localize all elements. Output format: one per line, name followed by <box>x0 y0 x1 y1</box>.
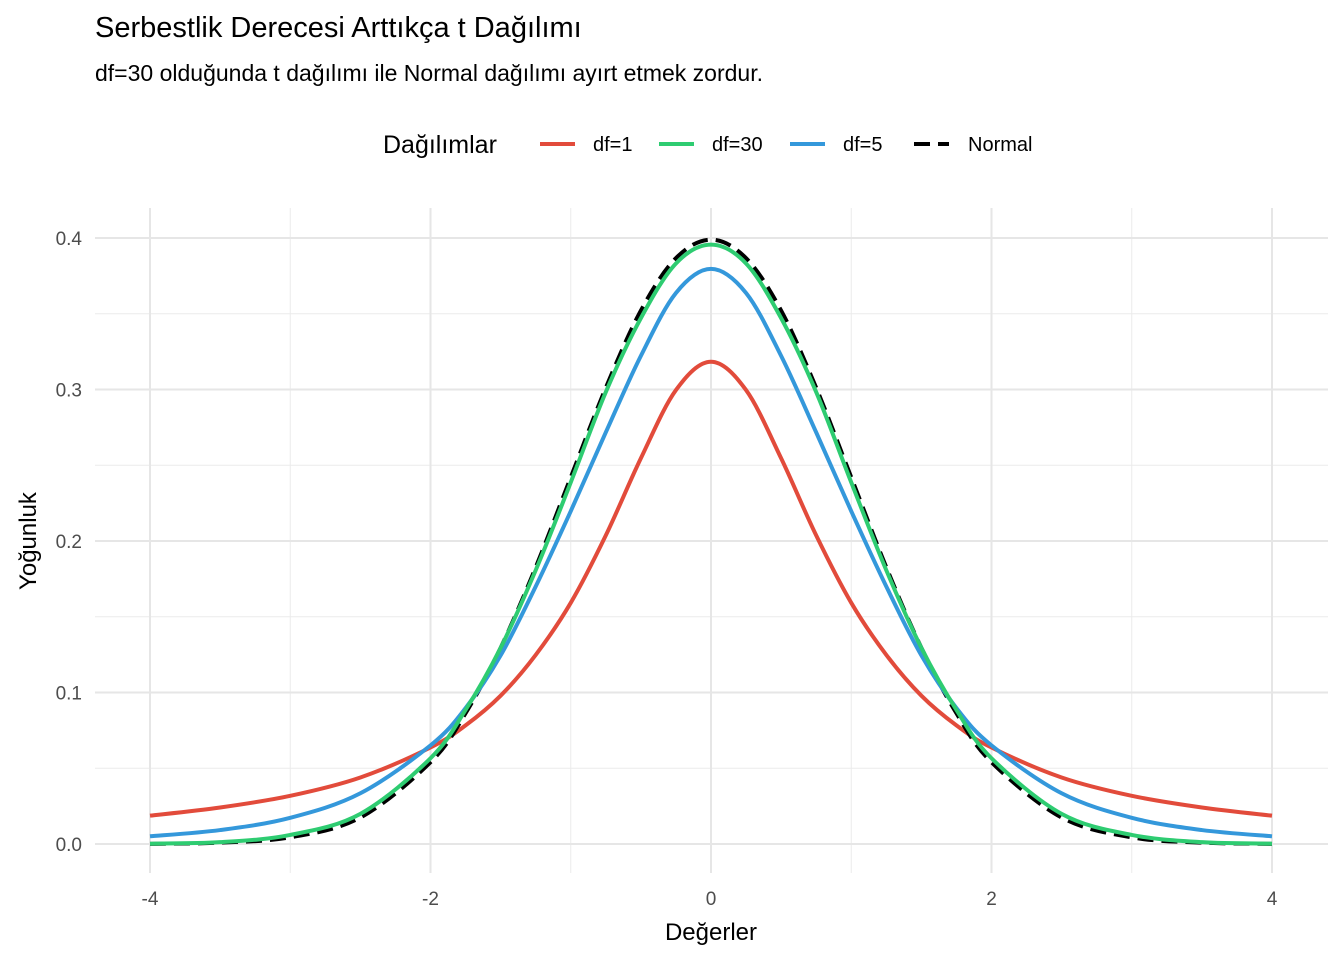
chart-subtitle: df=30 olduğunda t dağılımı ile Normal da… <box>95 60 763 86</box>
x-tick-label: 0 <box>706 889 717 910</box>
major-gridlines <box>95 208 1328 873</box>
y-tick-label: 0.2 <box>56 532 82 553</box>
y-tick-label: 0.3 <box>56 381 82 402</box>
x-axis-title: Değerler <box>665 919 757 946</box>
series-line-df-5 <box>149 266 1273 839</box>
series-line-normal <box>149 237 1273 846</box>
x-tick-label: -4 <box>142 889 159 910</box>
x-tick-label: 4 <box>1267 889 1278 910</box>
x-tick-label: 2 <box>986 889 997 910</box>
chart-title: Serbestlik Derecesi Arttıkça t Dağılımı <box>95 12 582 44</box>
y-tick-label: 0.4 <box>56 229 83 250</box>
y-axis-title: Yoğunluk <box>15 491 42 590</box>
y-axis-ticks: 0.0 0.1 0.2 0.3 0.4 <box>56 229 83 856</box>
legend-title: Dağılımlar <box>383 131 497 159</box>
legend-label-normal: Normal <box>968 134 1032 156</box>
x-axis-ticks: -4 -2 0 2 4 <box>142 889 1278 910</box>
series-lines <box>149 237 1273 846</box>
y-tick-label: 0.1 <box>56 684 82 705</box>
legend-label-df-5: df=5 <box>843 134 882 156</box>
y-tick-label: 0.0 <box>56 835 82 856</box>
legend-label-df-30: df=30 <box>712 134 763 156</box>
legend-label-df-1: df=1 <box>593 134 632 156</box>
series-line-df-30 <box>149 242 1273 846</box>
x-tick-label: -2 <box>422 889 439 910</box>
legend: Dağılımlar df=1 df=30 df=5 Normal <box>383 131 1032 159</box>
